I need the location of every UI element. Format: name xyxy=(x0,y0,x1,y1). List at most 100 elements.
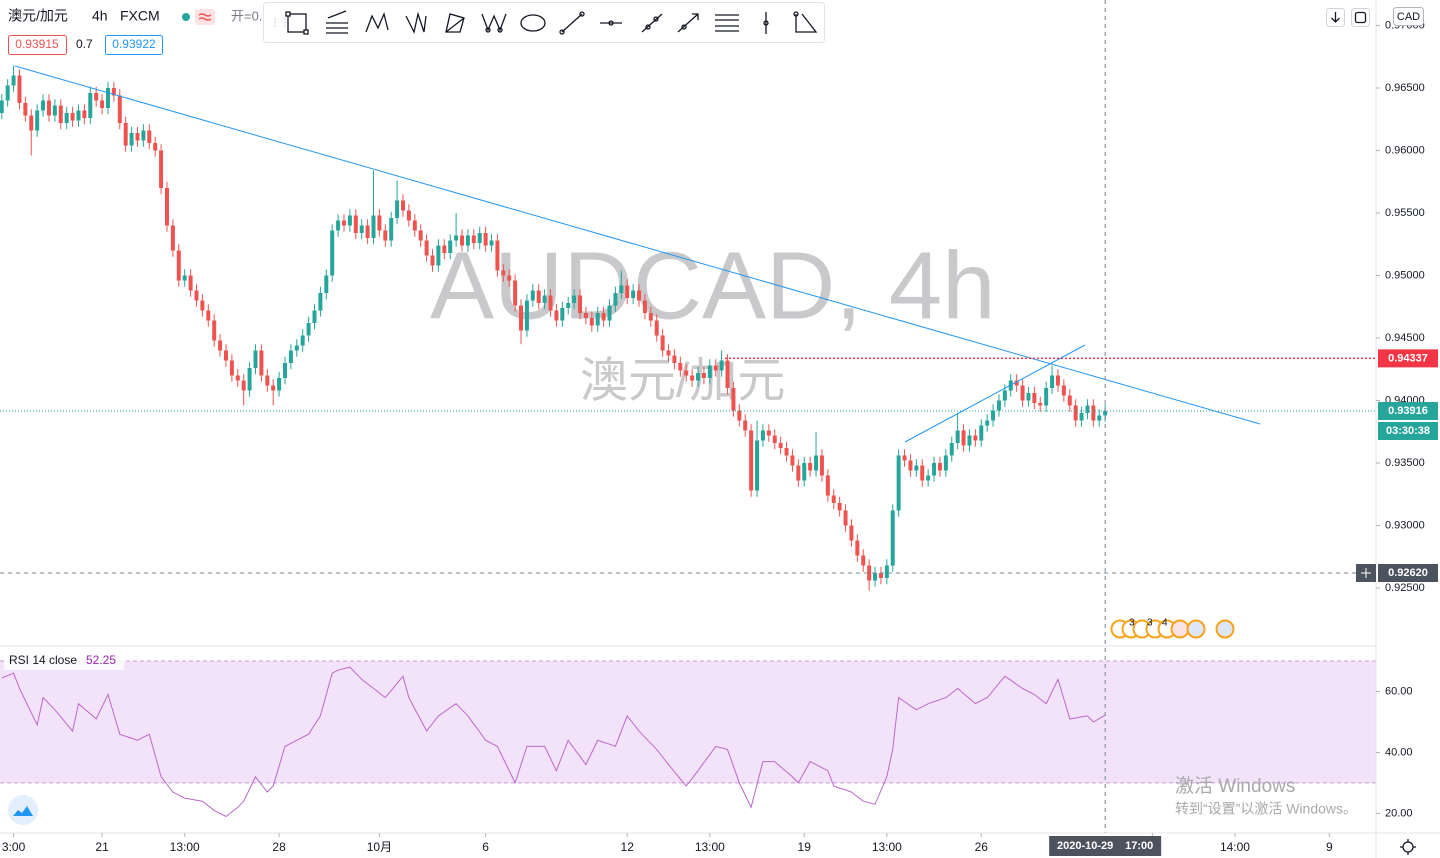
trend-line[interactable] xyxy=(904,344,1086,443)
tool-rect[interactable] xyxy=(285,11,309,35)
candle-body xyxy=(94,93,99,101)
tool-ray[interactable] xyxy=(641,13,663,33)
candle-body xyxy=(64,113,69,123)
badge[interactable] xyxy=(195,9,215,25)
candle-body xyxy=(578,295,583,313)
candle-body xyxy=(819,455,824,476)
candle-body xyxy=(259,350,264,376)
tool-xabcd[interactable] xyxy=(405,11,427,34)
tool-trendline[interactable] xyxy=(559,11,585,35)
candle-body xyxy=(1097,415,1102,421)
candle-body xyxy=(690,375,695,381)
candle-body xyxy=(595,313,600,326)
drawing-toolbar: ⋮⋮ xyxy=(263,2,825,43)
settings-icon-teeth xyxy=(1400,839,1416,855)
candle-body xyxy=(1050,375,1055,388)
y-tick-label: 0.93000 xyxy=(1385,519,1425,531)
candle-body xyxy=(401,200,406,211)
tool-hline[interactable] xyxy=(600,20,622,26)
candle-body xyxy=(277,378,282,391)
candle-body xyxy=(583,313,588,318)
candle-body xyxy=(17,75,22,103)
candle-body xyxy=(318,293,323,311)
event-icon[interactable] xyxy=(1215,619,1235,639)
indicator-value: 52.25 xyxy=(86,653,116,667)
x-tick-label: 28 xyxy=(272,840,286,854)
tool-channel[interactable] xyxy=(715,14,739,32)
candle-body xyxy=(672,355,677,363)
candle-body xyxy=(707,365,712,378)
candle-body xyxy=(253,350,258,368)
candle-body xyxy=(937,463,942,471)
bid-box[interactable] xyxy=(8,35,67,55)
candle-body xyxy=(436,245,441,266)
candle-body xyxy=(985,420,990,426)
candle-body xyxy=(778,443,783,448)
tool-fib[interactable] xyxy=(326,10,348,34)
x-tick-label: 6 xyxy=(482,840,489,854)
currency-box[interactable] xyxy=(1393,7,1424,26)
candle-body xyxy=(926,475,931,481)
candle-body xyxy=(170,225,175,251)
candle-body xyxy=(300,335,305,346)
candle-body xyxy=(395,200,400,218)
candle-body xyxy=(418,230,423,241)
candle-body xyxy=(855,540,860,556)
y-tick-label: 60.00 xyxy=(1385,685,1413,697)
candle-body xyxy=(607,305,612,321)
trend-line[interactable] xyxy=(14,65,1261,425)
candle-body xyxy=(76,110,81,121)
fullscreen-button[interactable] xyxy=(1351,8,1370,27)
tool-ellipse[interactable] xyxy=(520,14,546,32)
tool-vline[interactable] xyxy=(763,12,769,34)
y-tick-label: 0.92500 xyxy=(1385,582,1425,594)
candle-body xyxy=(625,285,630,298)
candle-body xyxy=(206,310,211,321)
candle-body xyxy=(530,290,535,301)
candle-body xyxy=(430,255,435,266)
candle-body xyxy=(867,565,872,581)
candle-body xyxy=(519,305,524,331)
tool-pattern[interactable] xyxy=(365,11,389,33)
crosshair-x-box xyxy=(1049,836,1162,856)
interval: 4h xyxy=(92,8,108,24)
badge-icon xyxy=(198,13,212,21)
candle-body xyxy=(200,300,205,311)
candle-body xyxy=(129,133,134,146)
rsi-band xyxy=(0,661,1376,783)
candle-body xyxy=(861,555,866,566)
candle-body xyxy=(182,275,187,281)
candle-body xyxy=(477,233,482,243)
candle-body xyxy=(35,110,40,131)
tool-arrow[interactable] xyxy=(677,13,699,33)
candle-body xyxy=(766,430,771,436)
tool-triangle[interactable] xyxy=(445,13,465,33)
candle-body xyxy=(737,410,742,421)
event-icon[interactable] xyxy=(1186,619,1206,639)
candle-body xyxy=(1014,380,1019,386)
candle-body xyxy=(890,510,895,566)
crosshair-x-time: 17:00 xyxy=(1125,840,1153,852)
event-icon[interactable] xyxy=(1170,619,1190,639)
tool-elliott[interactable] xyxy=(481,13,507,33)
x-tick-label: 26 xyxy=(975,840,989,854)
candle-body xyxy=(70,113,75,121)
logo[interactable] xyxy=(8,795,38,825)
ask-box[interactable] xyxy=(105,35,163,55)
candle-body xyxy=(601,313,606,321)
candle-body xyxy=(755,440,760,491)
candle-body xyxy=(282,363,287,378)
settings-icon[interactable] xyxy=(1402,841,1414,853)
tool-projection[interactable] xyxy=(793,11,818,33)
candle-body xyxy=(719,360,724,371)
candle-body xyxy=(164,188,169,226)
candle-body xyxy=(524,300,529,331)
candle-body xyxy=(406,210,411,221)
countdown-box xyxy=(1378,422,1438,440)
candle-body xyxy=(631,290,636,298)
y-tick-label: 0.95500 xyxy=(1385,207,1425,219)
candle-body xyxy=(1020,385,1025,401)
candle-body xyxy=(312,310,317,323)
countdown: 03:30:38 xyxy=(1386,425,1430,437)
price-line-label: 0.94337 xyxy=(1388,352,1428,364)
